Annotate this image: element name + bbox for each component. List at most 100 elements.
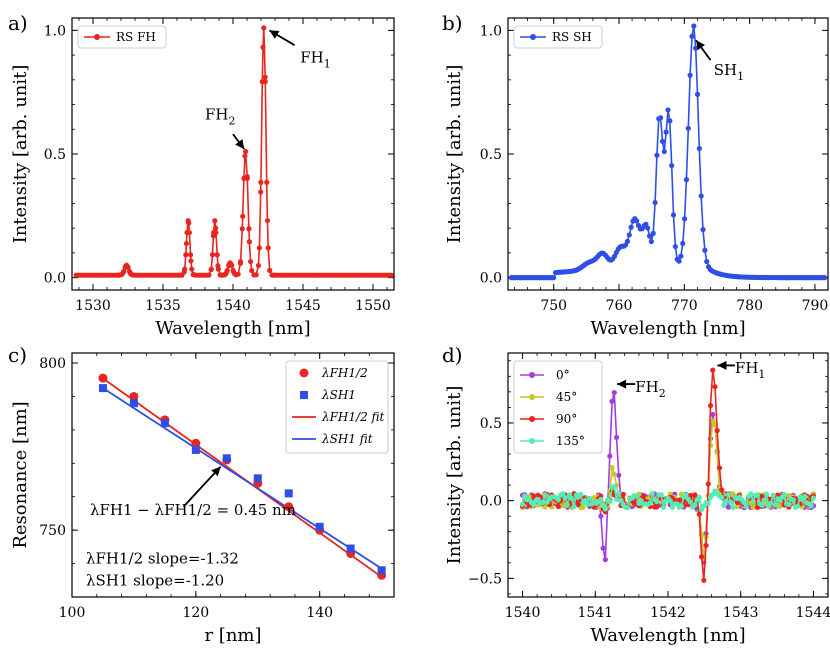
y-tick-label: −0.5 bbox=[468, 571, 502, 587]
data-point-rs-sh bbox=[689, 33, 695, 39]
data-point-angle-3 bbox=[728, 499, 734, 505]
data-point-angle-3 bbox=[625, 505, 631, 511]
data-point-rs-sh bbox=[698, 193, 704, 199]
arrow-fh2-d-head bbox=[617, 379, 627, 389]
legend-label: λFH1/2 fit bbox=[321, 410, 385, 424]
legend-marker-fh-half bbox=[299, 368, 309, 378]
x-tick-label: 1541 bbox=[577, 605, 613, 621]
data-point-rs-fh bbox=[238, 258, 244, 265]
data-point-angle-3 bbox=[801, 493, 808, 500]
data-point-angle-3 bbox=[555, 497, 561, 503]
data-point-angle-3 bbox=[531, 502, 537, 508]
data-point-angle-3 bbox=[678, 503, 685, 509]
data-point-angle-2 bbox=[703, 542, 709, 549]
y-tick-label: 750 bbox=[39, 523, 66, 539]
data-point-rs-fh bbox=[229, 262, 235, 269]
data-point-angle-3 bbox=[743, 503, 749, 509]
x-tick-label: 760 bbox=[606, 298, 633, 314]
data-point-rs-sh bbox=[626, 232, 632, 238]
data-point-rs-fh bbox=[253, 272, 259, 278]
data-point-angle-3 bbox=[730, 504, 736, 511]
data-point-angle-3 bbox=[705, 500, 711, 507]
data-point-rs-fh bbox=[188, 258, 194, 264]
data-point-rs-sh bbox=[672, 243, 678, 250]
data-point-rs-fh bbox=[239, 226, 245, 232]
legend-marker bbox=[529, 394, 535, 400]
data-point-rs-fh bbox=[182, 266, 188, 272]
annotation-diff: λFH1 − λFH1/2 = 0.45 nm bbox=[90, 501, 296, 519]
data-point-rs-sh bbox=[645, 225, 651, 231]
data-point-angle-1 bbox=[750, 504, 756, 510]
data-point-angle-3 bbox=[542, 492, 548, 498]
legend-marker-rs-sh bbox=[530, 34, 536, 40]
data-point-angle-3 bbox=[810, 495, 817, 501]
data-point-rs-sh bbox=[658, 115, 664, 121]
data-point-rs-fh bbox=[213, 229, 219, 236]
data-point-rs-sh bbox=[680, 240, 686, 246]
data-point-rs-sh bbox=[628, 224, 634, 230]
data-point-rs-sh bbox=[551, 275, 557, 281]
data-point-rs-fh bbox=[187, 252, 194, 258]
data-point-angle-3 bbox=[748, 491, 754, 497]
data-point-rs-fh bbox=[388, 272, 394, 278]
data-point-rs-fh bbox=[125, 264, 131, 271]
legend-label-rs-sh: RS SH bbox=[552, 30, 592, 44]
data-point-rs-fh bbox=[186, 229, 192, 236]
data-point-angle-3 bbox=[750, 498, 756, 504]
arrow-diff-head bbox=[211, 466, 221, 477]
legend-marker bbox=[529, 438, 535, 444]
data-point-rs-fh bbox=[256, 245, 262, 251]
data-point-angle-0 bbox=[710, 411, 716, 418]
data-point-sh bbox=[284, 489, 293, 498]
data-point-rs-fh bbox=[260, 44, 266, 50]
data-point-angle-3 bbox=[725, 492, 732, 498]
x-tick-label: 1530 bbox=[75, 298, 111, 314]
x-axis-label: Wavelength [nm] bbox=[590, 625, 745, 646]
data-point-rs-fh bbox=[186, 220, 192, 226]
data-point-angle-3 bbox=[564, 502, 570, 508]
x-axis-label: r [nm] bbox=[204, 625, 261, 646]
data-point-angle-3 bbox=[613, 496, 620, 503]
data-point-rs-sh bbox=[691, 23, 697, 29]
data-point-rs-fh bbox=[262, 74, 268, 80]
x-tick-label: 1543 bbox=[723, 605, 759, 621]
data-point-angle-0 bbox=[607, 453, 613, 459]
annotation-fh1-d: FH1 bbox=[735, 359, 766, 381]
data-point-rs-sh bbox=[683, 177, 690, 183]
y-tick-label: 1.0 bbox=[480, 23, 502, 39]
data-point-rs-fh bbox=[258, 189, 264, 195]
data-point-angle-3 bbox=[759, 502, 765, 508]
data-point-angle-2 bbox=[710, 367, 716, 373]
legend-label: 0° bbox=[556, 368, 570, 382]
data-point-rs-fh bbox=[189, 266, 195, 272]
data-point-angle-3 bbox=[569, 495, 575, 502]
data-point-angle-3 bbox=[660, 504, 667, 510]
panel-label: b) bbox=[442, 11, 463, 35]
data-point-sh bbox=[346, 544, 355, 553]
series-line-rs-sh bbox=[511, 25, 825, 279]
data-point-angle-3 bbox=[571, 503, 577, 510]
series-line-rs-fh bbox=[76, 27, 392, 276]
data-point-angle-3 bbox=[578, 491, 584, 497]
data-point-rs-fh bbox=[214, 252, 220, 258]
legend-label: 90° bbox=[556, 412, 577, 426]
y-tick-label: 0.5 bbox=[480, 416, 502, 432]
data-point-angle-1 bbox=[591, 494, 597, 501]
x-tick-label: 1542 bbox=[650, 605, 686, 621]
panel-label: a) bbox=[8, 11, 28, 35]
data-point-angle-2 bbox=[640, 493, 646, 500]
legend-label: 135° bbox=[556, 434, 585, 448]
data-point-fh-half bbox=[98, 373, 108, 383]
x-tick-label: 1540 bbox=[505, 605, 541, 621]
data-point-angle-3 bbox=[607, 499, 613, 505]
data-point-fh-half bbox=[284, 502, 294, 512]
data-point-rs-fh bbox=[243, 148, 249, 155]
data-point-rs-sh bbox=[650, 230, 656, 236]
data-point-rs-sh bbox=[676, 258, 682, 264]
data-point-angle-3 bbox=[761, 497, 767, 503]
panel-c: 100 120 140 750 800 r [nm] Resonance [nm] c) λFH… bbox=[8, 343, 395, 646]
y-axis-label: Intensity [arb. unit] bbox=[444, 65, 465, 244]
data-point-angle-1 bbox=[542, 504, 548, 510]
data-point-angle-2 bbox=[531, 493, 537, 499]
data-point-angle-3 bbox=[687, 499, 693, 505]
